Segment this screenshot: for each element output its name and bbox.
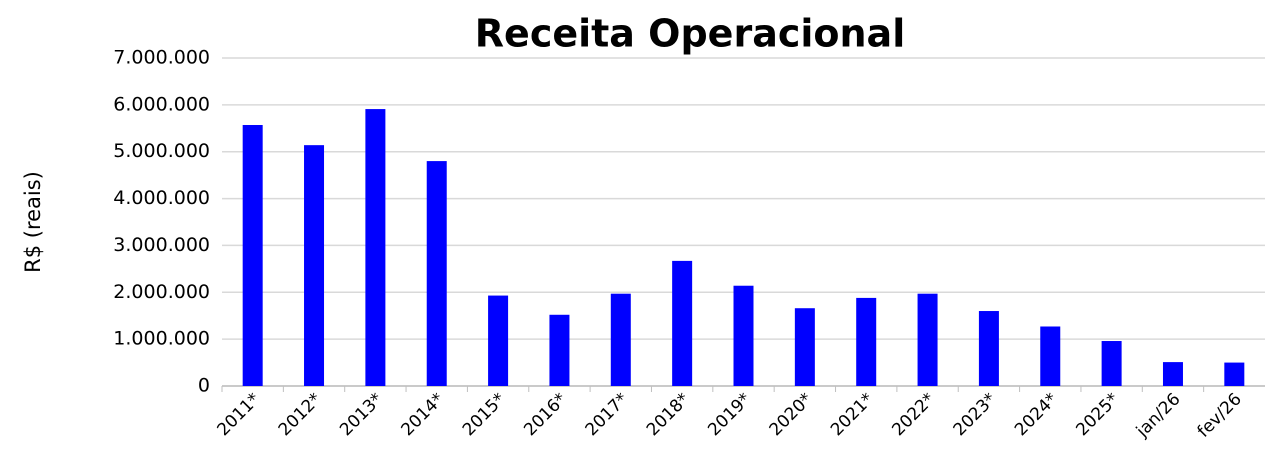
x-tick-label: 2022* xyxy=(888,389,939,440)
x-tick-label: 2021* xyxy=(827,389,878,440)
bar xyxy=(1162,362,1183,386)
y-tick-label: 6.000.000 xyxy=(113,93,210,115)
x-tick-label: jan/26 xyxy=(1132,389,1185,442)
y-tick-label: 1.000.000 xyxy=(113,328,210,350)
x-tick-label: 2018* xyxy=(643,389,694,440)
y-tick-label: 4.000.000 xyxy=(113,187,210,209)
bar xyxy=(304,145,325,386)
bar xyxy=(549,314,570,386)
bar xyxy=(426,161,447,386)
bar xyxy=(917,293,938,386)
x-tick-label: 2025* xyxy=(1072,389,1123,440)
y-tick-label: 2.000.000 xyxy=(113,281,210,303)
bar xyxy=(794,308,815,386)
y-axis-label: R$ (reais) xyxy=(21,171,45,273)
bar xyxy=(856,297,877,386)
bar xyxy=(242,125,263,387)
bar xyxy=(488,295,509,386)
bar xyxy=(1040,326,1061,386)
x-tick-label: 2024* xyxy=(1011,389,1062,440)
x-tick-label: 2013* xyxy=(336,389,387,440)
x-tick-label: 2019* xyxy=(704,389,755,440)
bar xyxy=(672,260,693,386)
bar xyxy=(610,293,631,386)
x-tick-label: 2020* xyxy=(766,389,817,440)
y-tick-label: 5.000.000 xyxy=(113,140,210,162)
bar xyxy=(1101,341,1122,386)
x-tick-label: 2014* xyxy=(398,389,449,440)
x-tick-label: 2015* xyxy=(459,389,510,440)
x-tick-label: 2016* xyxy=(520,389,571,440)
x-tick-label: 2011* xyxy=(213,389,264,440)
y-tick-label: 0 xyxy=(198,375,210,397)
bar xyxy=(978,311,999,386)
bar xyxy=(365,109,386,387)
bar xyxy=(1224,362,1245,386)
x-tick-label: 2017* xyxy=(582,389,633,440)
y-tick-label: 3.000.000 xyxy=(113,234,210,256)
y-tick-label: 7.000.000 xyxy=(113,47,210,69)
chart-title: Receita Operacional xyxy=(475,12,905,56)
x-tick-label: fev/26 xyxy=(1194,389,1246,441)
bar xyxy=(733,285,754,386)
x-tick-label: 2012* xyxy=(275,389,326,440)
x-tick-label: 2023* xyxy=(950,389,1001,440)
